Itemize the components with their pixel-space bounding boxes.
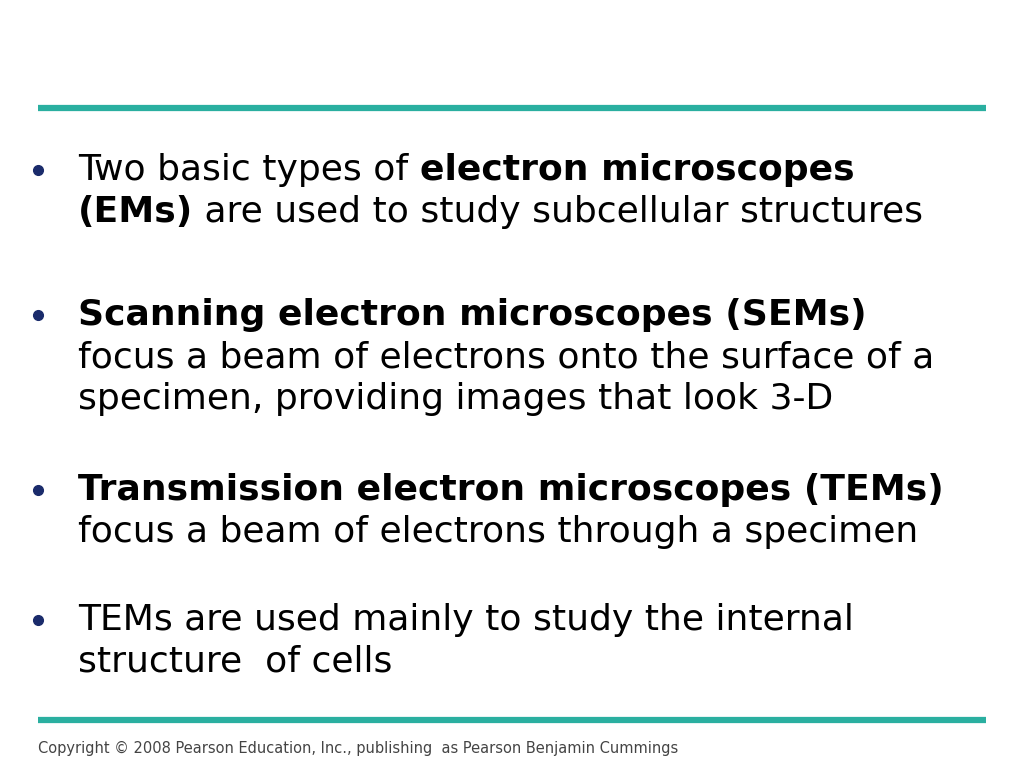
- Text: are used to study subcellular structures: are used to study subcellular structures: [194, 195, 924, 229]
- Text: Scanning electron microscopes (SEMs): Scanning electron microscopes (SEMs): [78, 298, 866, 332]
- Text: electron microscopes: electron microscopes: [420, 153, 854, 187]
- Text: (EMs): (EMs): [78, 195, 194, 229]
- Text: Two basic types of: Two basic types of: [78, 153, 420, 187]
- Text: Copyright © 2008 Pearson Education, Inc., publishing  as Pearson Benjamin Cummin: Copyright © 2008 Pearson Education, Inc.…: [38, 740, 678, 756]
- Text: focus a beam of electrons through a specimen: focus a beam of electrons through a spec…: [78, 515, 919, 549]
- Text: Transmission electron microscopes (TEMs): Transmission electron microscopes (TEMs): [78, 473, 944, 507]
- Text: structure  of cells: structure of cells: [78, 645, 392, 679]
- Text: specimen, providing images that look 3-D: specimen, providing images that look 3-D: [78, 382, 834, 416]
- Text: focus a beam of electrons onto the surface of a: focus a beam of electrons onto the surfa…: [78, 340, 934, 374]
- Text: TEMs are used mainly to study the internal: TEMs are used mainly to study the intern…: [78, 603, 854, 637]
